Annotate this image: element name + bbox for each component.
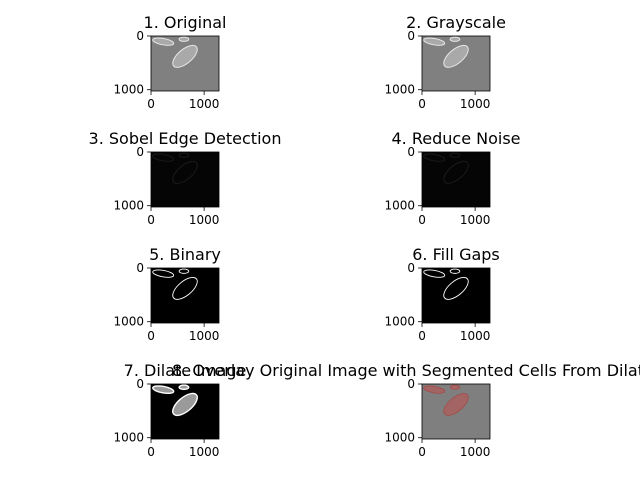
panel-6-ytick-label-1: 0 xyxy=(407,261,415,275)
panel-8-cell-2 xyxy=(449,384,461,390)
panel-2-ytick-label-2: 1000 xyxy=(384,83,415,97)
panel-5-ytick-label-2: 1000 xyxy=(113,315,144,329)
panel-5-cell-2 xyxy=(178,268,190,274)
panel-6-title: 6. Fill Gaps xyxy=(412,245,500,264)
panel-6-cell-3 xyxy=(443,277,469,300)
panel-6-cell-1 xyxy=(423,269,446,278)
panel-6-ytick-label-2: 1000 xyxy=(384,315,415,329)
panel-3-cell-3 xyxy=(172,160,198,184)
panel-5-xtick-label-2: 1000 xyxy=(189,329,220,343)
panel-8-frame xyxy=(421,383,491,440)
panel-1-cell-1 xyxy=(152,37,175,46)
panel-7-xtick-label-2: 1000 xyxy=(189,445,220,459)
panel-6-xtick-label-1: 0 xyxy=(418,329,426,343)
panel-2-frame xyxy=(421,35,491,92)
panel-8-cell-1 xyxy=(423,385,445,394)
panel-4-xtick-label-1: 0 xyxy=(418,213,426,227)
panel-1-image xyxy=(151,36,219,91)
panel-2-cell-3 xyxy=(443,44,469,68)
panel-3-image xyxy=(151,152,219,207)
panel-4-cell-3 xyxy=(443,160,469,184)
panel-1-title: 1. Original xyxy=(144,13,227,32)
panel-5-ytick-label-1: 0 xyxy=(136,261,144,275)
panel-4-image xyxy=(422,152,490,207)
panel-8-cell-3 xyxy=(443,393,469,416)
panel-3-cell-1 xyxy=(152,153,175,162)
panel-7-cell-2 xyxy=(178,384,190,391)
panel-7-ytick-label-2: 1000 xyxy=(113,431,144,445)
panel-1-xtick-label-1: 0 xyxy=(147,97,155,111)
panel-2-title: 2. Grayscale xyxy=(406,13,506,32)
panel-8-ytick-label-2: 1000 xyxy=(384,431,415,445)
panel-5-frame xyxy=(150,267,220,324)
panel-5-xtick-label-1: 0 xyxy=(147,329,155,343)
panel-1-ytick-label-1: 0 xyxy=(136,29,144,43)
panel-2-xtick-label-1: 0 xyxy=(418,97,426,111)
panel-1-xtick-label-2: 1000 xyxy=(189,97,220,111)
panel-6-cell-2 xyxy=(449,268,461,274)
panel-8-image xyxy=(422,384,490,439)
panel-6-image xyxy=(422,268,490,323)
panel-1-frame xyxy=(150,35,220,92)
panel-8-xtick-label-2: 1000 xyxy=(460,445,491,459)
panel-8-ytick-label-1: 0 xyxy=(407,377,415,391)
panel-4-title: 4. Reduce Noise xyxy=(392,129,521,148)
panel-7-xtick-label-1: 0 xyxy=(147,445,155,459)
panel-1-cell-3 xyxy=(172,44,198,68)
panel-4-ytick-label-1: 0 xyxy=(407,145,415,159)
panel-1-cell-2 xyxy=(178,36,190,42)
panel-7-image xyxy=(151,384,219,439)
panel-4-ytick-label-2: 1000 xyxy=(384,199,415,213)
panel-4-cell-2 xyxy=(449,152,461,158)
panel-5-cell-3 xyxy=(172,277,198,300)
panel-5-title: 5. Binary xyxy=(149,245,221,264)
panel-3-ytick-label-1: 0 xyxy=(136,145,144,159)
panel-5-image xyxy=(151,268,219,323)
panel-7-ytick-label-1: 0 xyxy=(136,377,144,391)
panel-8-xtick-label-1: 0 xyxy=(418,445,426,459)
panel-2-cell-2 xyxy=(449,36,461,42)
panel-7-frame xyxy=(150,383,220,440)
panel-8-title: 8. Overlay Original Image with Segmented… xyxy=(172,361,640,380)
panel-3-cell-2 xyxy=(178,152,190,158)
panel-3-ytick-label-2: 1000 xyxy=(113,199,144,213)
panel-7-cell-1 xyxy=(152,385,175,395)
panel-4-cell-1 xyxy=(423,153,446,162)
panel-2-ytick-label-1: 0 xyxy=(407,29,415,43)
panel-3-xtick-label-1: 0 xyxy=(147,213,155,227)
panel-6-frame xyxy=(421,267,491,324)
panel-4-xtick-label-2: 1000 xyxy=(460,213,491,227)
panel-6-xtick-label-2: 1000 xyxy=(460,329,491,343)
panel-3-title: 3. Sobel Edge Detection xyxy=(89,129,282,148)
panel-3-xtick-label-2: 1000 xyxy=(189,213,220,227)
panel-2-image xyxy=(422,36,490,91)
panel-2-cell-1 xyxy=(423,37,446,46)
panel-4-frame xyxy=(421,151,491,208)
panel-5-cell-1 xyxy=(152,269,175,278)
panel-7-cell-3 xyxy=(172,392,198,417)
panel-2-xtick-label-2: 1000 xyxy=(460,97,491,111)
panel-3-frame xyxy=(150,151,220,208)
panel-7-title: 7. Dilate Image xyxy=(124,361,247,380)
panel-1-ytick-label-2: 1000 xyxy=(113,83,144,97)
